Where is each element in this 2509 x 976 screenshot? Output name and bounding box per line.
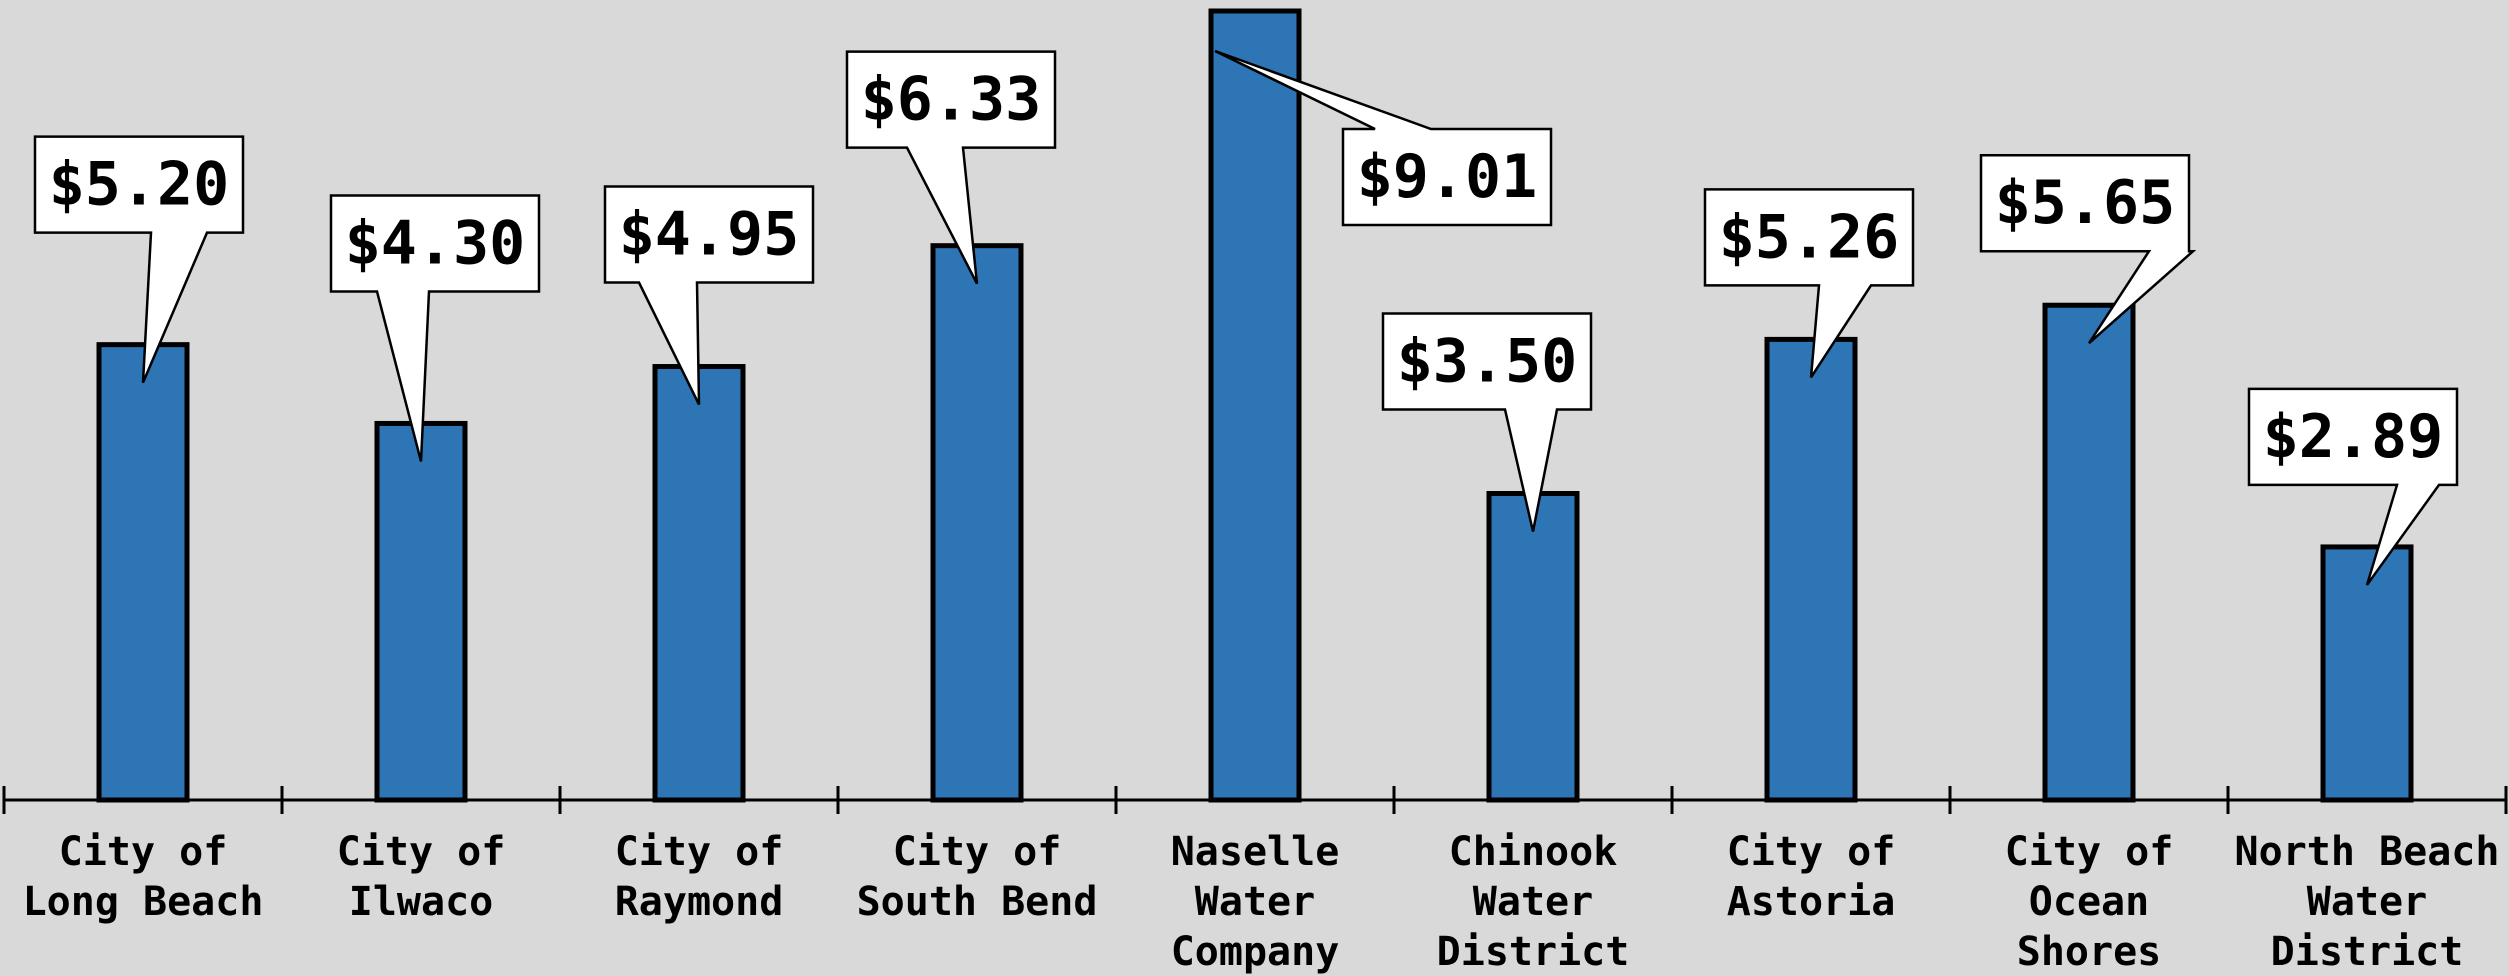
data-label-callout <box>33 135 245 384</box>
x-tick-label: City of <box>337 829 506 875</box>
x-tick-label: District <box>1437 929 1630 975</box>
bar <box>2042 302 2136 803</box>
bar <box>1208 8 1302 803</box>
data-label-callout <box>329 194 541 462</box>
x-tick-label: City of <box>2005 829 2174 875</box>
data-label: $4.95 <box>619 200 800 270</box>
data-label-callout <box>1381 312 1593 532</box>
x-tick-label: Naselle <box>1171 829 1340 875</box>
x-tick-label: North Beach <box>2235 829 2500 875</box>
x-tick-label: Shores <box>2017 929 2162 975</box>
data-label-callout <box>845 50 1057 285</box>
x-tick-label: Ilwaco <box>349 879 494 925</box>
data-label: $5.20 <box>49 150 230 220</box>
data-label: $9.01 <box>1357 142 1538 212</box>
x-tick-label: City of <box>59 829 228 875</box>
x-tick-label: Chinook <box>1449 829 1618 875</box>
data-label: $3.50 <box>1397 327 1578 397</box>
x-axis-ticks <box>2 786 2508 814</box>
x-tick-label: Long Beach <box>23 879 264 925</box>
x-tick-label: South Bend <box>857 879 1098 925</box>
data-label: $5.65 <box>1995 168 2176 238</box>
bar <box>1764 336 1858 803</box>
x-tick-label: Water <box>2307 879 2427 925</box>
x-tick-label: Company <box>1171 929 1340 975</box>
bar <box>652 364 746 803</box>
x-tick-label: City of <box>615 829 784 875</box>
bar <box>2320 544 2414 803</box>
bars-group <box>96 8 2414 803</box>
data-label-callout <box>1214 49 1553 227</box>
x-tick-label: Raymond <box>615 879 784 925</box>
x-tick-label: Water <box>1473 879 1593 925</box>
x-tick-label: Astoria <box>1727 879 1896 925</box>
bar <box>374 420 468 803</box>
data-label-callout <box>1703 188 1915 379</box>
data-label-callouts: $5.20 $4.30 $4.95 $6.33 $9.01 $3.50 $5.26 $5.65… <box>33 49 2459 586</box>
data-label-callout <box>603 185 815 406</box>
x-tick-label: City of <box>1727 829 1896 875</box>
data-label: $2.89 <box>2263 402 2444 472</box>
bar <box>1486 491 1580 803</box>
bar <box>930 243 1024 803</box>
x-tick-label: City of <box>893 829 1062 875</box>
data-label-callout <box>2247 387 2459 586</box>
data-label: $6.33 <box>861 65 1042 135</box>
x-tick-label: District <box>2271 929 2464 975</box>
x-tick-label: Ocean <box>2029 879 2149 925</box>
data-label: $4.30 <box>345 208 526 278</box>
data-label: $5.26 <box>1719 202 1900 272</box>
bar <box>96 342 190 803</box>
x-tick-label: Water <box>1195 879 1315 925</box>
data-label-callout <box>1979 153 2197 345</box>
